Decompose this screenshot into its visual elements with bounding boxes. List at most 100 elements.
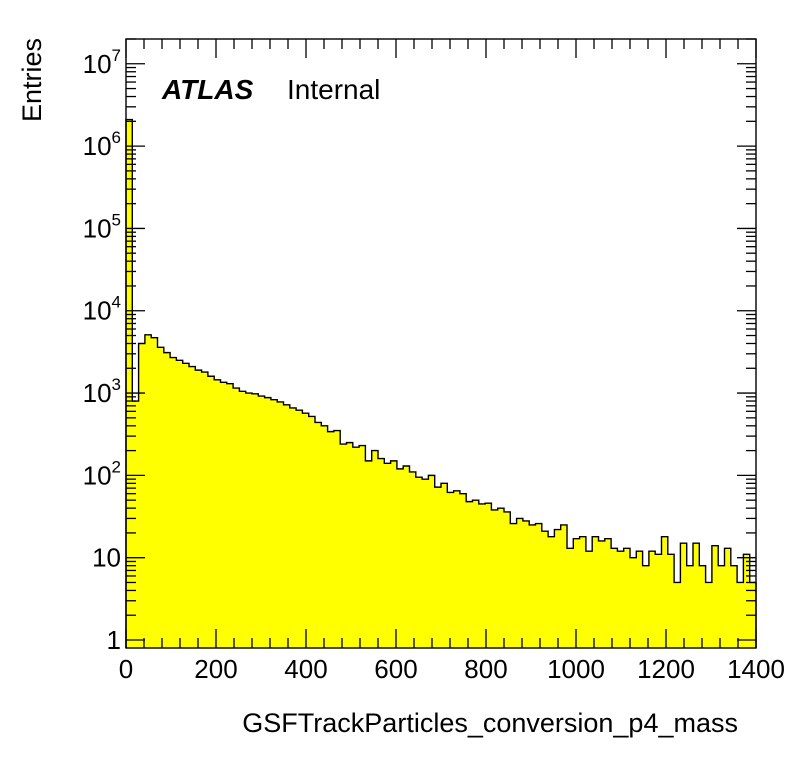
histogram-bar (579, 536, 587, 648)
x-tick-label: 1000 (547, 654, 605, 684)
histogram-bar (214, 379, 222, 648)
histogram-bar (157, 347, 165, 648)
histogram-bar (504, 511, 511, 648)
histogram-bar (220, 382, 228, 648)
histogram-bar (434, 487, 442, 648)
histogram-bar (598, 540, 606, 648)
histogram-bar (409, 471, 417, 648)
histogram-bar (189, 366, 196, 648)
histogram-bar (441, 483, 448, 648)
histogram-bar (541, 531, 549, 648)
histogram-bar (302, 413, 310, 648)
atlas-label: ATLAS (161, 74, 254, 105)
histogram-bar (195, 370, 203, 648)
histogram-bar (371, 450, 379, 648)
histogram-bar (522, 520, 530, 648)
histogram-bar (396, 468, 404, 648)
histogram-bar (252, 393, 259, 648)
histogram-bar (718, 565, 726, 648)
y-axis-tick-labels: 1 10 102 103 104 105 106 107 (83, 46, 121, 655)
y-tick-label: 103 (83, 375, 121, 408)
histogram-bar (604, 538, 612, 648)
histogram-bar (270, 399, 278, 648)
histogram-bar (321, 425, 329, 648)
y-tick-label: 107 (83, 46, 121, 79)
histogram-bar (466, 501, 474, 648)
y-tick-label: 106 (83, 128, 121, 161)
histogram-bars (126, 119, 757, 648)
histogram-bar (201, 372, 209, 648)
histogram-bar (680, 543, 688, 648)
histogram-bar (415, 477, 423, 648)
histogram-bar (378, 458, 385, 648)
histogram-bar (472, 500, 480, 648)
histogram-bar (693, 543, 700, 648)
y-axis-title: Entries (17, 38, 47, 122)
x-tick-label: 800 (464, 654, 507, 684)
histogram-bar (617, 551, 625, 648)
histogram-bar (554, 529, 562, 648)
histogram-bar (239, 391, 247, 648)
histogram-bar (636, 551, 644, 648)
histogram-bar (724, 548, 732, 648)
y-tick-label: 102 (83, 457, 121, 490)
y-tick-label: 104 (83, 293, 121, 326)
histogram-bar (567, 548, 574, 648)
histogram-bar (422, 479, 429, 648)
histogram-bar (560, 524, 568, 648)
x-tick-label: 0 (119, 654, 133, 684)
histogram-bar (491, 509, 499, 648)
histogram-bar (132, 401, 140, 648)
histogram-bar (529, 524, 537, 648)
x-tick-label: 400 (284, 654, 327, 684)
histogram-bar (258, 396, 266, 648)
histogram-bar (592, 536, 600, 648)
histogram-bar (737, 582, 744, 648)
internal-label: Internal (287, 74, 380, 105)
histogram-bar (428, 475, 436, 648)
histogram-bar (711, 545, 719, 648)
histogram-bar (126, 119, 133, 648)
x-axis-title: GSFTrackParticles_conversion_p4_mass (242, 708, 738, 738)
histogram-bar (403, 466, 411, 648)
y-axis-ticks (126, 38, 756, 641)
histogram-bar (705, 582, 713, 648)
histogram-bar (315, 422, 322, 648)
histogram-bar (289, 407, 297, 648)
histogram-bar (573, 538, 581, 648)
histogram-bar (686, 565, 694, 648)
histogram-bar (144, 334, 152, 648)
histogram-bar (585, 551, 593, 648)
y-tick-label: 105 (83, 210, 121, 243)
histogram-bar (233, 388, 240, 648)
histogram-bar (699, 565, 707, 648)
histogram-bar (182, 363, 190, 648)
histogram-bar (390, 460, 398, 648)
histogram-bar (623, 548, 631, 648)
histogram-bar (516, 518, 524, 648)
histogram-bar (548, 536, 555, 648)
histogram-bar (453, 490, 461, 648)
histogram-bar (667, 554, 675, 648)
x-tick-label: 200 (194, 654, 237, 684)
histogram-bar (151, 337, 159, 648)
histogram-bar (283, 404, 291, 648)
x-axis-ticks (125, 39, 757, 648)
histogram-bar (642, 565, 650, 648)
histogram-bar (359, 445, 366, 648)
histogram-outline (125, 118, 757, 648)
histogram-bar (296, 410, 303, 648)
histogram-bar (655, 554, 663, 648)
histogram-bar (535, 523, 543, 648)
histogram-bar (226, 383, 234, 648)
histogram-bar (346, 442, 354, 648)
histogram-bar (447, 492, 455, 648)
histogram-bar (277, 401, 285, 648)
histogram-bar (308, 416, 316, 648)
histogram-bar (245, 393, 253, 648)
x-tick-label: 600 (374, 654, 417, 684)
histogram-bar (352, 447, 360, 648)
histogram-bar (176, 360, 184, 648)
histogram-bar (138, 343, 146, 648)
